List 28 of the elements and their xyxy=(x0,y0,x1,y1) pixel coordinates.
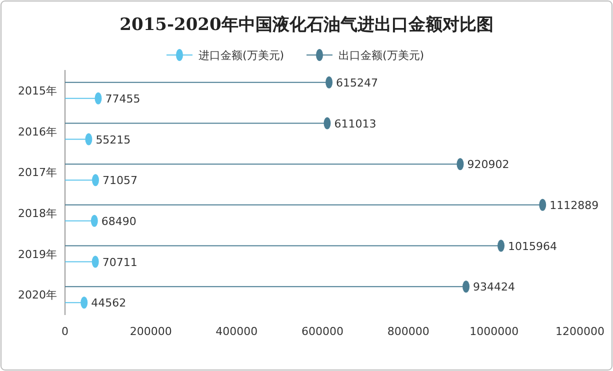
legend-label: 出口金额(万美元) xyxy=(338,49,424,62)
data-label: 1015964 xyxy=(508,240,558,253)
data-label: 70711 xyxy=(102,256,138,269)
x-tick-label: 600000 xyxy=(302,325,344,338)
data-label: 611013 xyxy=(334,117,376,130)
y-tick-label: 2017年 xyxy=(18,166,57,180)
x-tick-label: 400000 xyxy=(216,325,258,338)
data-label: 77455 xyxy=(105,92,140,106)
y-tick-label: 2020年 xyxy=(18,288,57,302)
data-label: 68490 xyxy=(101,214,136,228)
data-label: 71057 xyxy=(102,174,138,188)
x-tick-label: 200000 xyxy=(130,325,172,338)
data-label: 934424 xyxy=(473,280,516,294)
y-tick-label: 2016年 xyxy=(18,125,57,138)
y-tick-label: 2019年 xyxy=(18,248,57,261)
data-label: 44562 xyxy=(91,296,126,310)
data-label: 920902 xyxy=(467,158,510,172)
data-label: 615247 xyxy=(336,76,378,90)
x-tick-label: 800000 xyxy=(387,325,430,338)
y-tick-label: 2018年 xyxy=(18,206,57,220)
data-label: 55215 xyxy=(96,133,131,146)
x-tick-label: 1200000 xyxy=(556,325,604,338)
legend-label: 进口金额(万美元) xyxy=(198,49,284,62)
y-tick-label: 2015年 xyxy=(18,84,57,98)
data-label: 1112889 xyxy=(550,198,599,212)
x-tick-label: 0 xyxy=(62,325,68,338)
x-tick-label: 1000000 xyxy=(470,325,519,338)
chart-title: 2015-2020年中国液化石油气进出口金额对比图 xyxy=(120,15,494,35)
